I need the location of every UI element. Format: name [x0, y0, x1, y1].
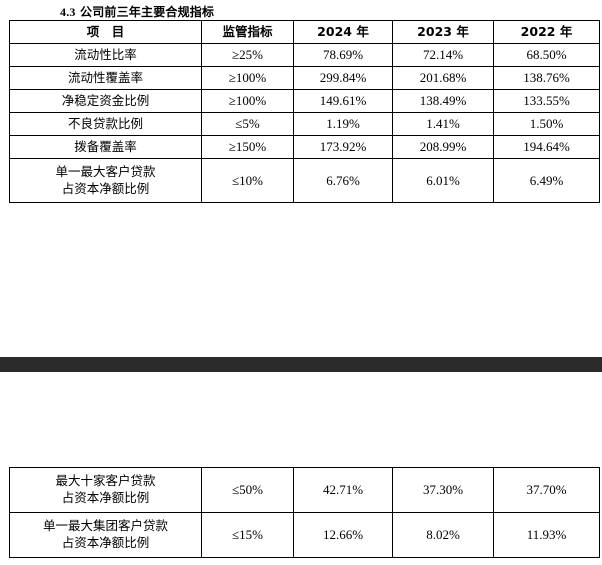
row-item: 单一最大客户贷款 占资本净额比例 — [9, 158, 202, 203]
header-2024: 2024 年 — [293, 20, 393, 44]
row-standard: ≥100% — [201, 89, 294, 113]
section-number: 4.3 — [60, 5, 76, 19]
row-standard: ≤50% — [201, 467, 294, 513]
table-row: 净稳定资金比例 ≥100% 149.61% 138.49% 133.55% — [9, 89, 600, 113]
row-value-2022: 6.49% — [493, 158, 600, 203]
table-row: 流动性覆盖率 ≥100% 299.84% 201.68% 138.76% — [9, 66, 600, 90]
table-row: 最大十家客户贷款 占资本净额比例 ≤50% 42.71% 37.30% 37.7… — [9, 467, 600, 513]
row-item: 流动性比率 — [9, 43, 202, 67]
row-value-2023: 72.14% — [392, 43, 494, 67]
row-value-2024: 173.92% — [293, 135, 393, 159]
row-value-2022: 138.76% — [493, 66, 600, 90]
row-value-2024: 149.61% — [293, 89, 393, 113]
page-divider — [0, 357, 602, 372]
table-row: 不良贷款比例 ≤5% 1.19% 1.41% 1.50% — [9, 112, 600, 136]
row-standard: ≤15% — [201, 512, 294, 558]
row-item: 拨备覆盖率 — [9, 135, 202, 159]
row-value-2022: 194.64% — [493, 135, 600, 159]
row-value-2024: 6.76% — [293, 158, 393, 203]
row-value-2022: 37.70% — [493, 467, 600, 513]
row-item-line1: 最大十家客户贷款 — [55, 473, 156, 489]
row-item: 最大十家客户贷款 占资本净额比例 — [9, 467, 202, 513]
row-value-2023: 6.01% — [392, 158, 494, 203]
row-value-2024: 299.84% — [293, 66, 393, 90]
header-2022: 2022 年 — [493, 20, 600, 44]
row-value-2022: 68.50% — [493, 43, 600, 67]
row-value-2022: 133.55% — [493, 89, 600, 113]
row-value-2023: 1.41% — [392, 112, 494, 136]
section-title: 4.3 公司前三年主要合规指标 — [60, 3, 214, 20]
row-value-2022: 1.50% — [493, 112, 600, 136]
row-value-2024: 1.19% — [293, 112, 393, 136]
compliance-table-bottom: 最大十家客户贷款 占资本净额比例 ≤50% 42.71% 37.30% 37.7… — [9, 467, 600, 558]
row-item: 净稳定资金比例 — [9, 89, 202, 113]
row-item-line2: 占资本净额比例 — [61, 180, 150, 196]
row-item-line2: 占资本净额比例 — [61, 535, 150, 550]
row-standard: ≥25% — [201, 43, 294, 67]
row-value-2023: 208.99% — [392, 135, 494, 159]
row-value-2023: 8.02% — [392, 512, 494, 558]
row-item-line1: 单一最大集团客户贷款 — [42, 518, 168, 534]
row-value-2022: 11.93% — [493, 512, 600, 558]
row-item-line2: 占资本净额比例 — [61, 490, 150, 505]
table-row: 拨备覆盖率 ≥150% 173.92% 208.99% 194.64% — [9, 135, 600, 159]
row-standard: ≤10% — [201, 158, 294, 203]
row-value-2024: 78.69% — [293, 43, 393, 67]
row-value-2023: 201.68% — [392, 66, 494, 90]
compliance-table-top: 项 目 监管指标 2024 年 2023 年 2022 年 流动性比率 ≥25%… — [9, 20, 600, 203]
table-header-row: 项 目 监管指标 2024 年 2023 年 2022 年 — [9, 20, 600, 44]
row-item: 单一最大集团客户贷款 占资本净额比例 — [9, 512, 202, 558]
row-standard: ≥150% — [201, 135, 294, 159]
table-row: 单一最大客户贷款 占资本净额比例 ≤10% 6.76% 6.01% 6.49% — [9, 158, 600, 203]
header-standard: 监管指标 — [201, 20, 294, 44]
row-value-2024: 42.71% — [293, 467, 393, 513]
section-title-text: 公司前三年主要合规指标 — [80, 5, 215, 19]
row-value-2023: 138.49% — [392, 89, 494, 113]
header-2023: 2023 年 — [392, 20, 494, 44]
row-value-2023: 37.30% — [392, 467, 494, 513]
header-item: 项 目 — [9, 20, 202, 44]
row-value-2024: 12.66% — [293, 512, 393, 558]
row-standard: ≤5% — [201, 112, 294, 136]
row-item-line1: 单一最大客户贷款 — [55, 163, 156, 179]
row-standard: ≥100% — [201, 66, 294, 90]
row-item: 不良贷款比例 — [9, 112, 202, 136]
table-row: 流动性比率 ≥25% 78.69% 72.14% 68.50% — [9, 43, 600, 67]
row-item: 流动性覆盖率 — [9, 66, 202, 90]
table-row: 单一最大集团客户贷款 占资本净额比例 ≤15% 12.66% 8.02% 11.… — [9, 512, 600, 558]
